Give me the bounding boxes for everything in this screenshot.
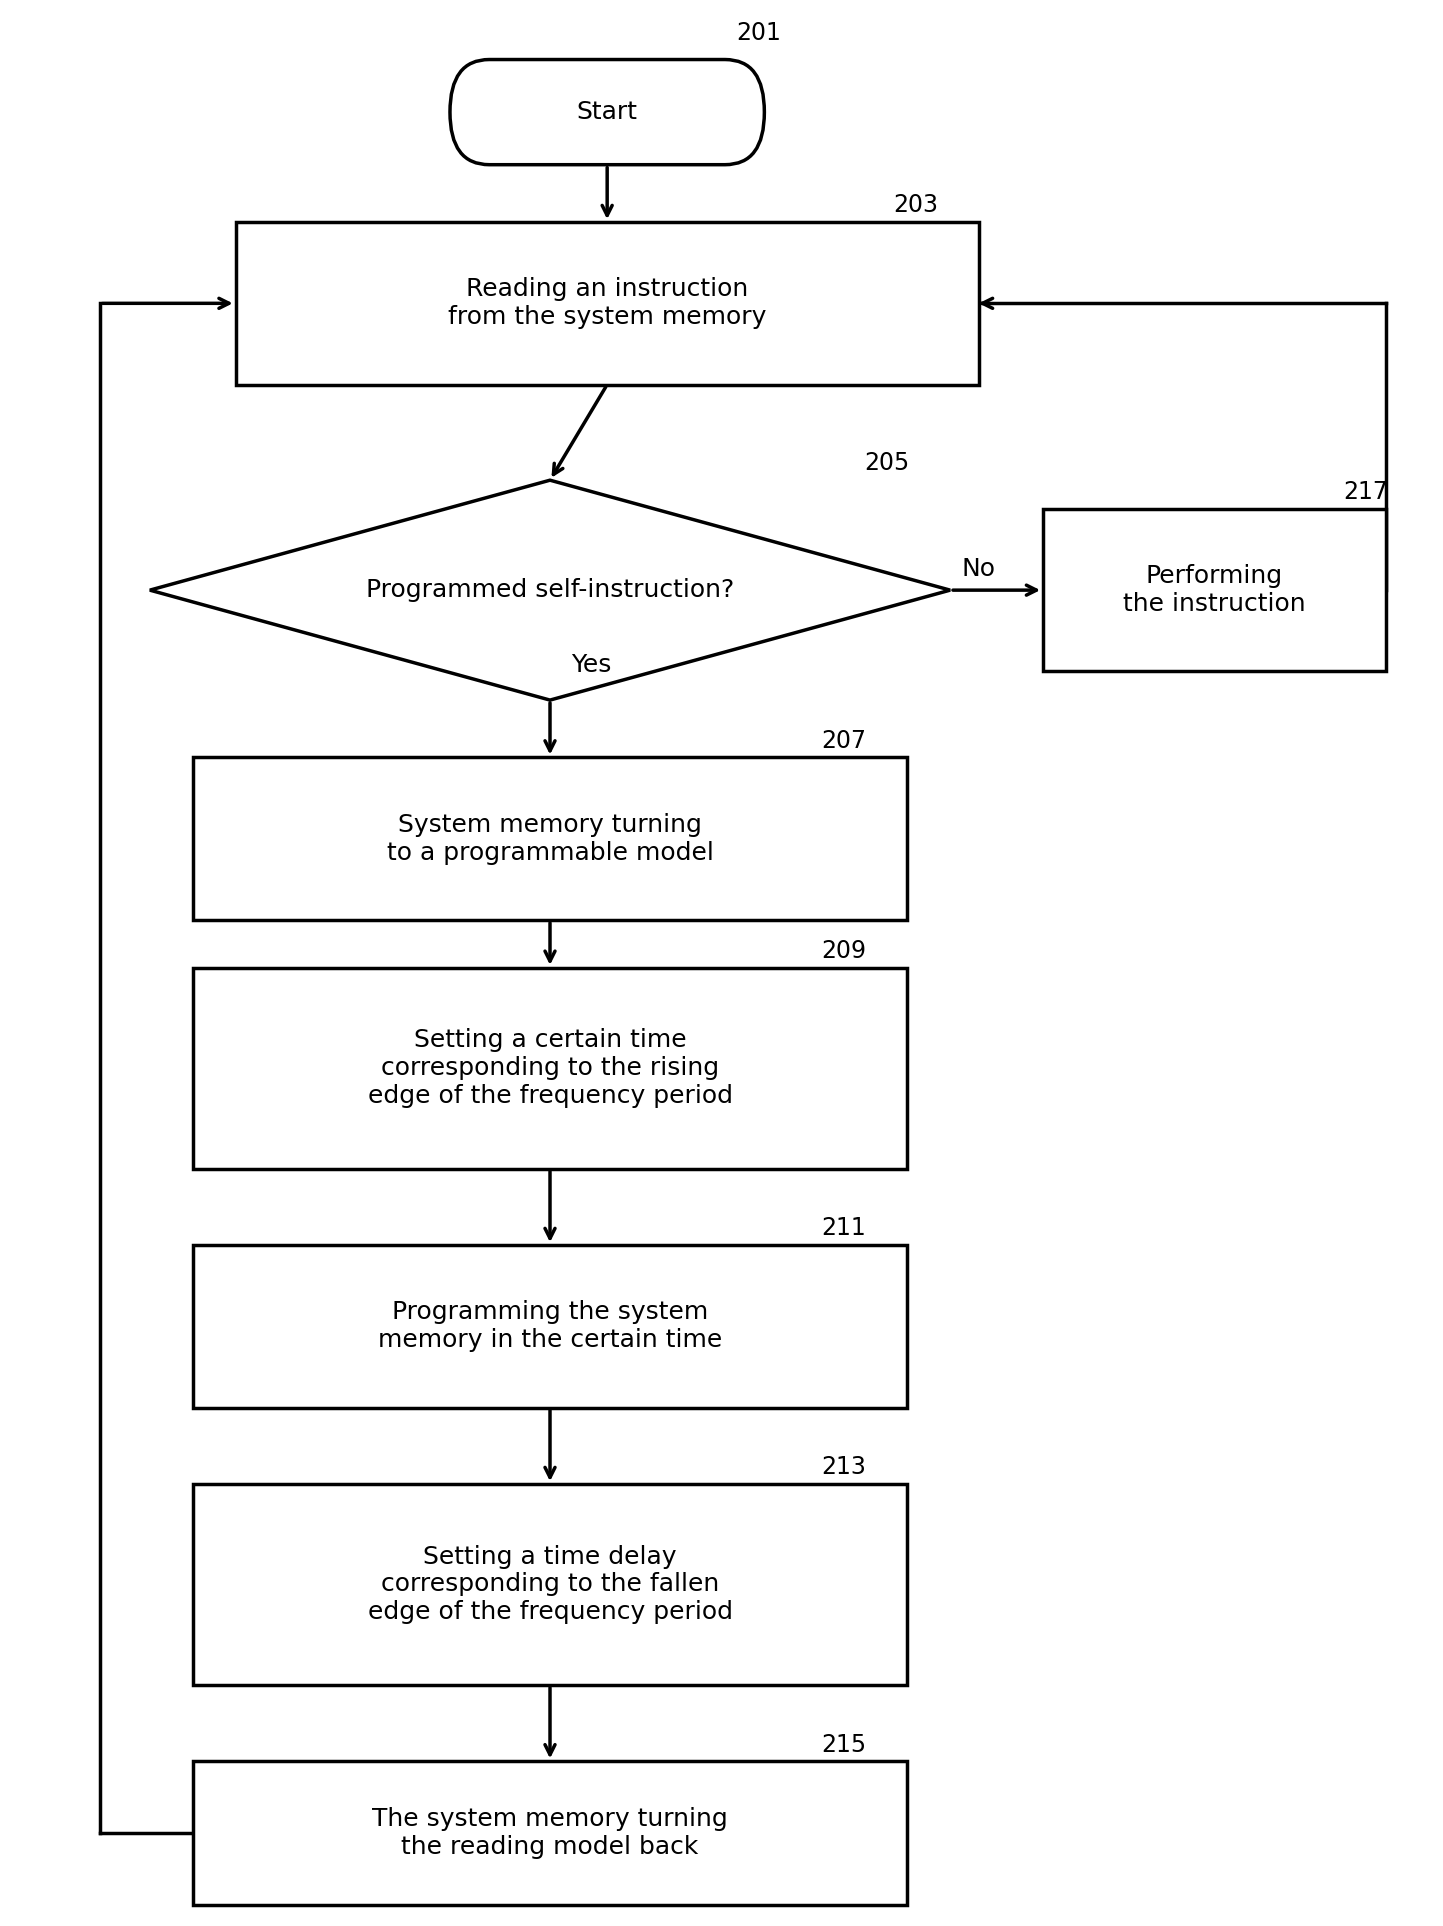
Text: 205: 205 bbox=[864, 451, 909, 476]
Text: Programmed self-instruction?: Programmed self-instruction? bbox=[367, 578, 734, 603]
FancyBboxPatch shape bbox=[193, 1485, 908, 1685]
Text: 207: 207 bbox=[821, 728, 867, 753]
FancyBboxPatch shape bbox=[193, 967, 908, 1169]
Text: 215: 215 bbox=[821, 1733, 867, 1757]
Text: The system memory turning
the reading model back: The system memory turning the reading mo… bbox=[372, 1807, 727, 1859]
FancyBboxPatch shape bbox=[193, 1244, 908, 1408]
Text: System memory turning
to a programmable model: System memory turning to a programmable … bbox=[387, 813, 713, 865]
Text: Reading an instruction
from the system memory: Reading an instruction from the system m… bbox=[447, 277, 766, 329]
Text: Start: Start bbox=[577, 100, 638, 123]
Text: 201: 201 bbox=[736, 21, 781, 44]
Text: Programming the system
memory in the certain time: Programming the system memory in the cer… bbox=[378, 1300, 722, 1352]
Text: 213: 213 bbox=[821, 1456, 866, 1479]
Text: 211: 211 bbox=[821, 1215, 866, 1240]
Polygon shape bbox=[150, 480, 949, 699]
Text: Setting a certain time
corresponding to the rising
edge of the frequency period: Setting a certain time corresponding to … bbox=[368, 1028, 733, 1107]
FancyBboxPatch shape bbox=[193, 757, 908, 921]
Text: 217: 217 bbox=[1343, 480, 1388, 505]
Text: Performing
the instruction: Performing the instruction bbox=[1123, 564, 1306, 616]
Text: Setting a time delay
corresponding to the fallen
edge of the frequency period: Setting a time delay corresponding to th… bbox=[368, 1545, 733, 1624]
Text: Yes: Yes bbox=[571, 653, 612, 678]
Text: 203: 203 bbox=[893, 193, 938, 218]
FancyBboxPatch shape bbox=[450, 60, 765, 166]
Text: 209: 209 bbox=[821, 940, 867, 963]
FancyBboxPatch shape bbox=[193, 1760, 908, 1905]
Text: No: No bbox=[961, 557, 996, 580]
FancyBboxPatch shape bbox=[1043, 508, 1387, 672]
FancyBboxPatch shape bbox=[235, 221, 978, 385]
